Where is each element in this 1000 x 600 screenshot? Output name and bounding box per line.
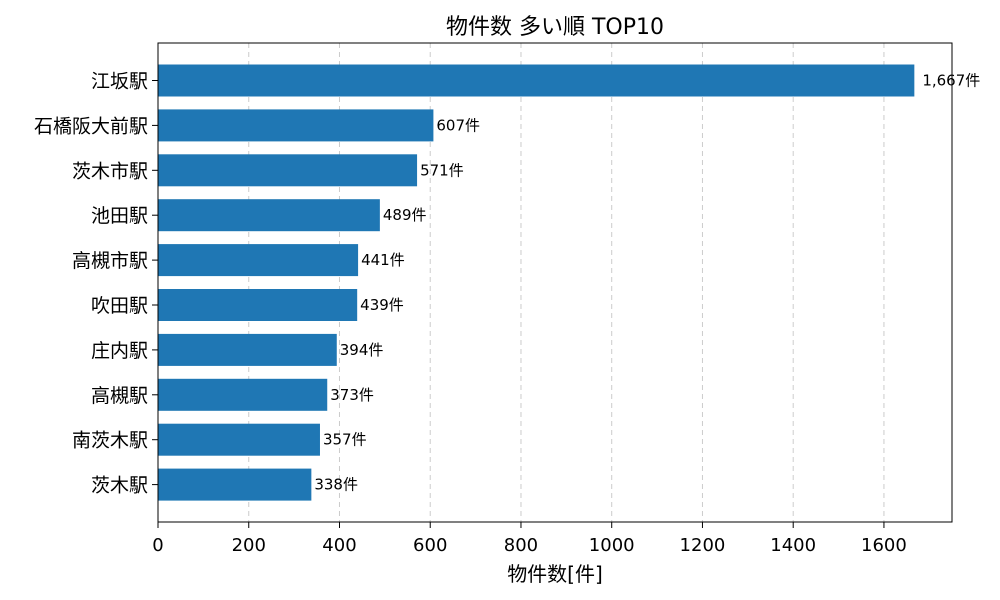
- x-tick-label: 1200: [680, 535, 726, 556]
- category-label: 茨木市駅: [72, 160, 148, 182]
- bar: [158, 423, 320, 456]
- bar: [158, 154, 418, 187]
- data-label: 489件: [383, 206, 427, 224]
- x-tick-label: 400: [322, 535, 356, 556]
- x-tick-label: 1400: [770, 535, 816, 556]
- x-tick-label: 1000: [589, 535, 635, 556]
- x-tick-label: 600: [413, 535, 447, 556]
- bar: [158, 64, 915, 97]
- plot-frame: [157, 42, 953, 523]
- data-label: 441件: [361, 251, 405, 269]
- data-label: 1,667件: [922, 72, 980, 90]
- data-label: 338件: [314, 476, 358, 494]
- category-label: 吹田駅: [91, 295, 148, 317]
- x-axis-label: 物件数[件]: [507, 562, 603, 586]
- x-tick-label: 200: [232, 535, 266, 556]
- bar: [158, 378, 328, 411]
- category-label: 高槻駅: [91, 385, 148, 407]
- x-tick-label: 0: [152, 535, 163, 556]
- category-label: 庄内駅: [91, 340, 148, 362]
- bar: [158, 199, 380, 232]
- category-label: 江坂駅: [91, 71, 148, 93]
- bar: [158, 244, 359, 277]
- bar: [158, 333, 337, 366]
- category-label: 石橋阪大前駅: [34, 115, 148, 137]
- bar: [158, 289, 358, 321]
- category-label: 南茨木駅: [72, 430, 148, 452]
- category-label: 池田駅: [91, 205, 148, 227]
- bars: [158, 64, 915, 501]
- data-label: 571件: [420, 161, 464, 179]
- bar: [158, 468, 312, 501]
- x-tick-label: 800: [504, 535, 538, 556]
- data-label: 394件: [340, 341, 384, 359]
- x-axis-ticks: 0 200 400 600 800 1000 1200 1400 1600: [152, 522, 907, 556]
- data-label: 357件: [323, 431, 367, 449]
- data-label: 607件: [436, 116, 480, 134]
- x-tick-label: 1600: [861, 535, 907, 556]
- bar: [158, 109, 434, 142]
- data-label: 439件: [360, 296, 404, 314]
- data-label: 373件: [330, 386, 374, 404]
- category-label: 茨木駅: [91, 475, 148, 497]
- category-label: 高槻市駅: [72, 250, 148, 272]
- chart-title: 物件数 多い順 TOP10: [446, 15, 664, 40]
- data-labels: 1,667件 607件 571件 489件 441件 439件 394件 373件 357件 33…: [314, 72, 980, 494]
